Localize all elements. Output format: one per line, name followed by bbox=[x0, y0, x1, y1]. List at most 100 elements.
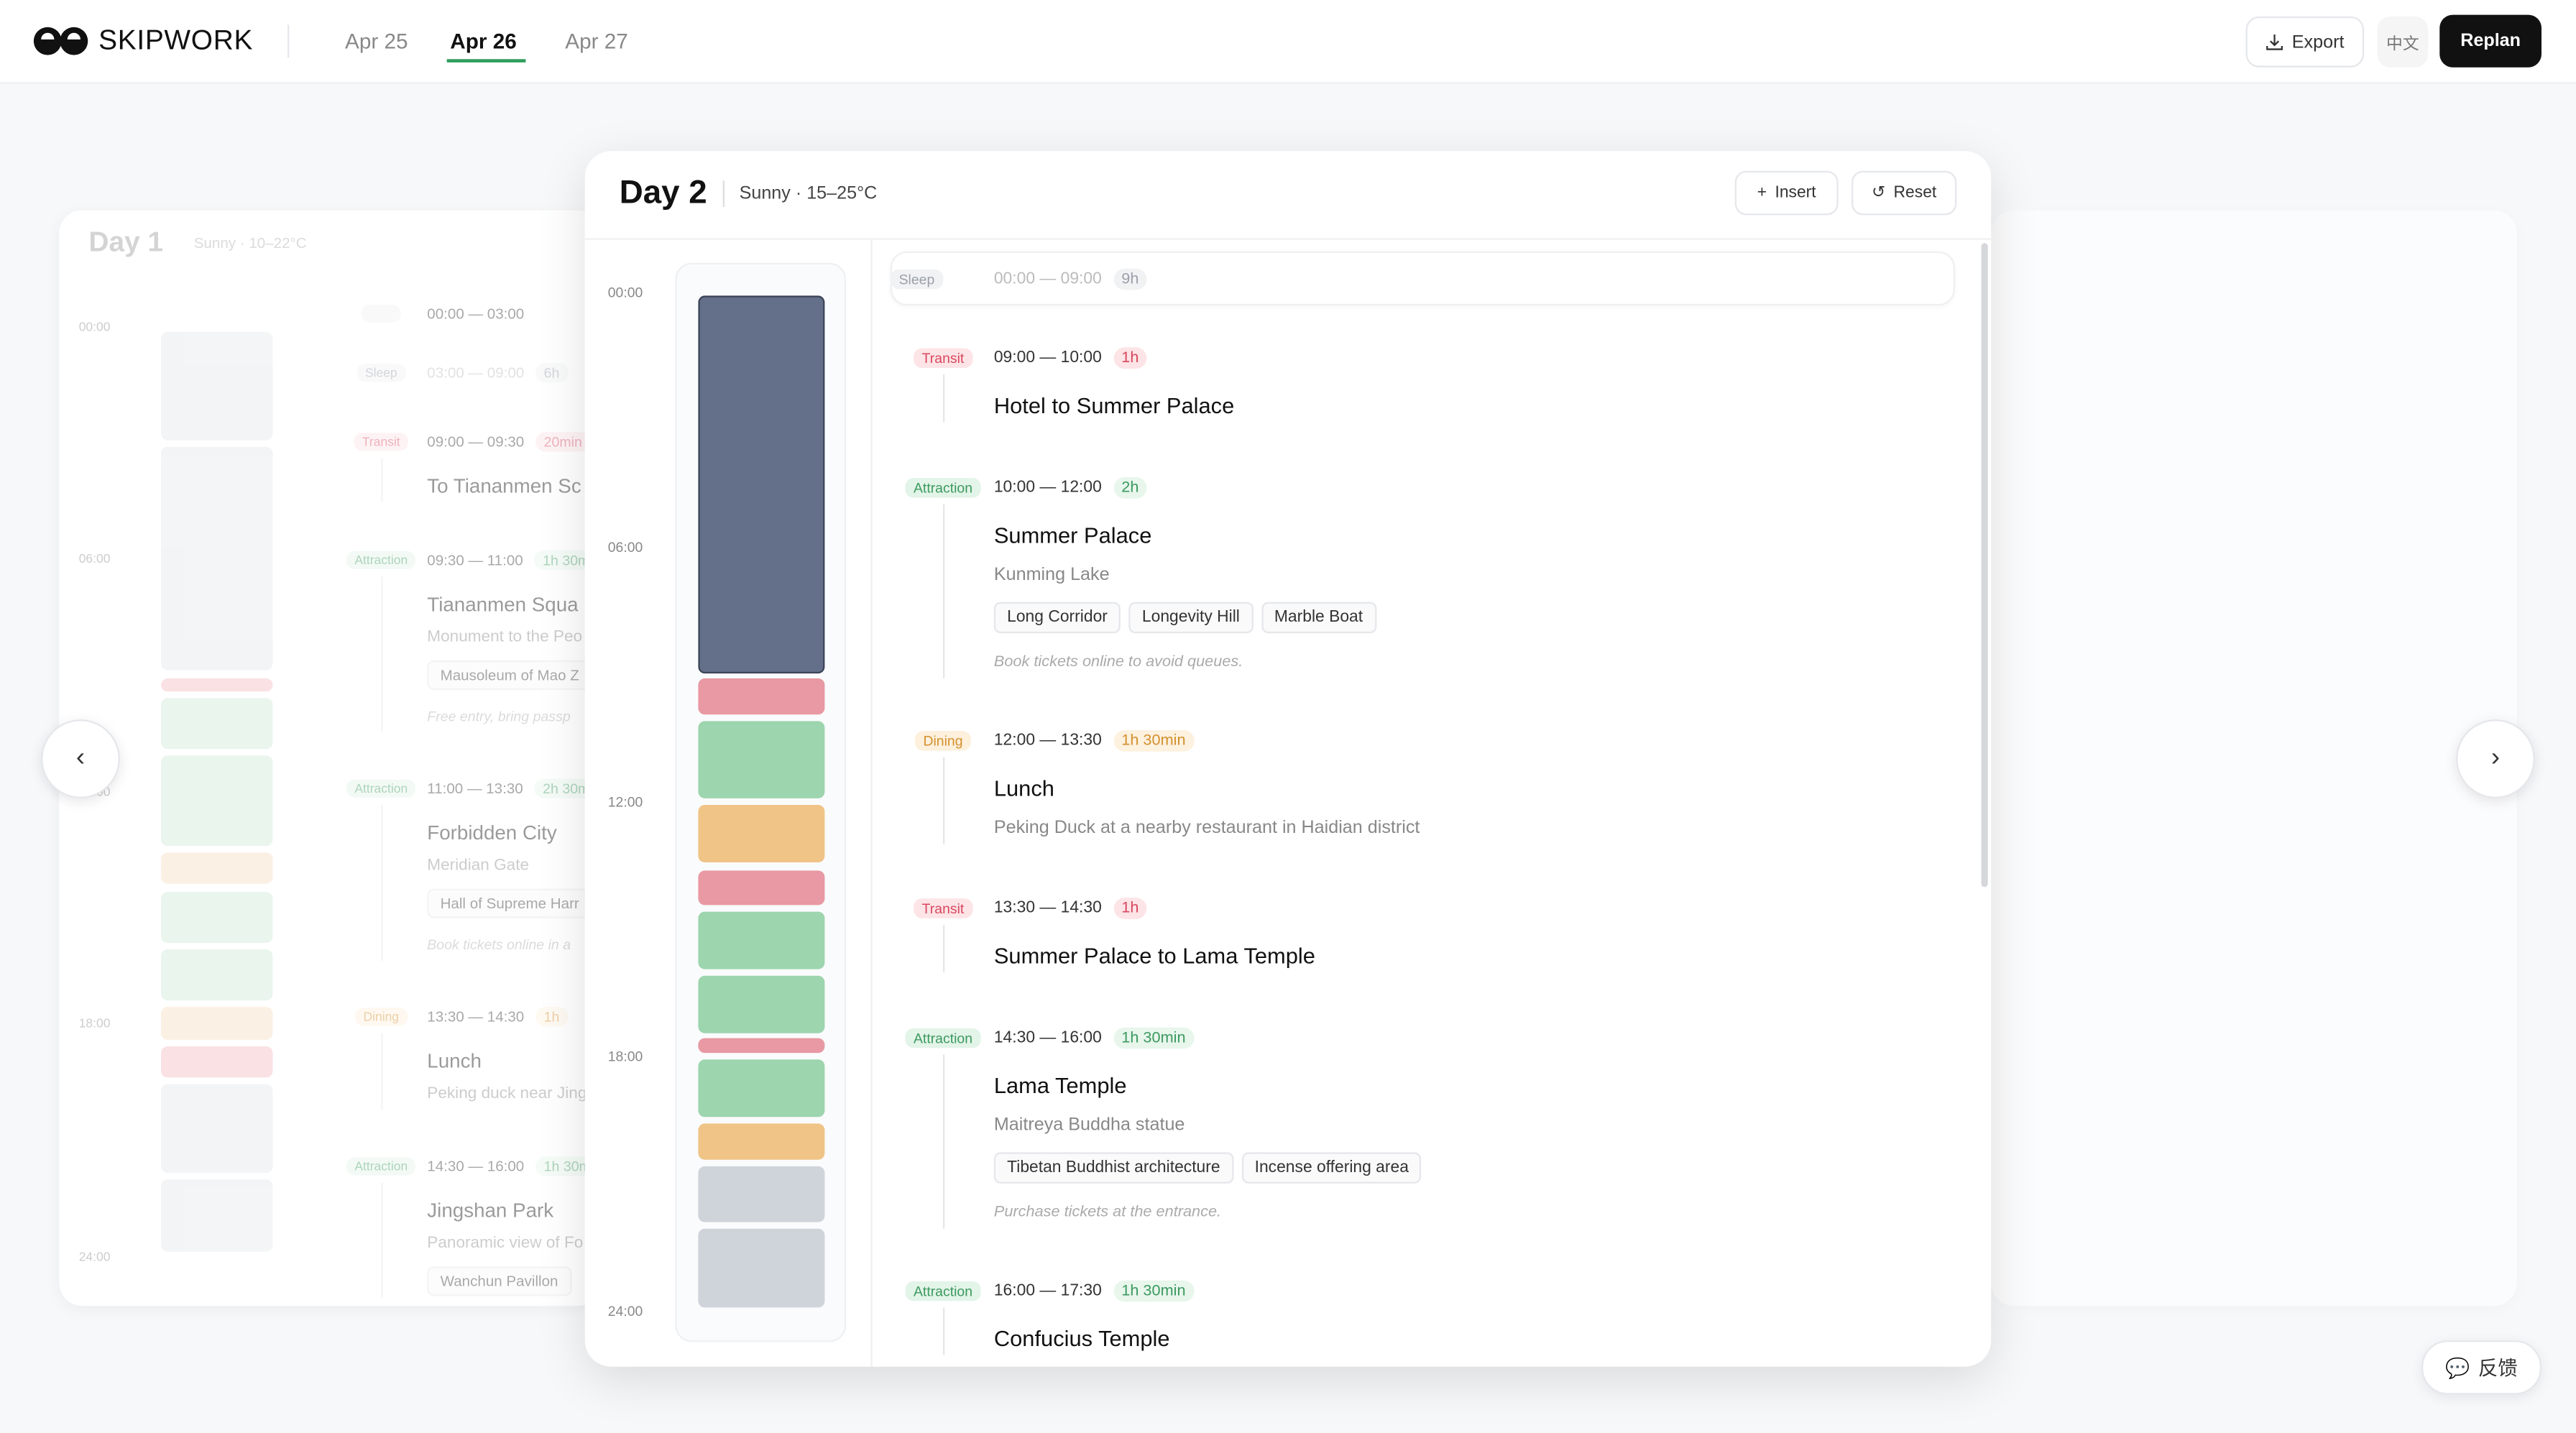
time-range: 13:30 — 14:30 bbox=[993, 899, 1102, 918]
time-axis-label: 24:00 bbox=[78, 1249, 111, 1264]
time-row: 00:00 — 03:00 bbox=[427, 305, 524, 322]
active-underline bbox=[446, 59, 526, 63]
divider bbox=[287, 24, 290, 57]
duration-pill: 1h bbox=[1113, 347, 1147, 369]
category-badge: Attraction bbox=[346, 1157, 416, 1176]
time-axis-label: 18:00 bbox=[607, 1048, 643, 1065]
tag: Longevity Hill bbox=[1128, 602, 1254, 634]
category-badge: Attraction bbox=[346, 550, 416, 569]
time-range: 00:00 — 03:00 bbox=[427, 305, 525, 322]
timeline-block bbox=[698, 1166, 825, 1222]
scrollbar[interactable] bbox=[1981, 243, 1988, 888]
timeline-block bbox=[160, 678, 273, 692]
timeline-block bbox=[698, 1038, 825, 1054]
tag-row: Hall of Supreme Harr bbox=[427, 888, 593, 918]
export-button[interactable]: Export bbox=[2245, 16, 2365, 68]
event-subtitle: Kunming Lake bbox=[993, 565, 1110, 585]
connector-line bbox=[381, 1033, 383, 1111]
date-tab[interactable]: Apr 25 bbox=[344, 28, 408, 54]
duration-pill: 1h bbox=[535, 1007, 568, 1027]
event-title: Lama Temple bbox=[993, 1073, 1127, 1098]
next-day-button[interactable]: › bbox=[2456, 719, 2535, 798]
category-badge: Attraction bbox=[905, 478, 981, 498]
event-subtitle: Monument to the Peo bbox=[427, 628, 583, 647]
brand: SKIPWORK bbox=[98, 24, 254, 56]
day-title: Day 1 bbox=[88, 226, 164, 258]
day2-card: Day 2 Sunny · 15–25°C + Insert ↺ Reset 00:… bbox=[584, 151, 1992, 1367]
category-badge: Transit bbox=[914, 898, 972, 918]
event-title: Tiananmen Squa bbox=[427, 593, 579, 617]
timeline-block bbox=[160, 1007, 273, 1040]
tag-row: Mausoleum of Mao Z bbox=[427, 660, 593, 690]
day-title: Day 2 bbox=[619, 175, 707, 211]
duration-pill: 9h bbox=[1113, 268, 1147, 290]
tag-row: Long Corridor Longevity Hill Marble Boat bbox=[993, 602, 1376, 634]
connector-line bbox=[381, 1182, 383, 1298]
timeline-block bbox=[698, 1059, 825, 1118]
timeline-block bbox=[698, 911, 825, 969]
timeline-block bbox=[698, 804, 825, 862]
tag: Hall of Supreme Harr bbox=[427, 888, 593, 918]
time-row: 13:30 — 14:30 1h bbox=[427, 1007, 568, 1027]
timeline-block bbox=[160, 755, 273, 847]
connector-line bbox=[942, 504, 945, 678]
time-range: 12:00 — 13:30 bbox=[993, 732, 1102, 750]
tag: Mausoleum of Mao Z bbox=[427, 660, 593, 690]
timeline-block bbox=[698, 1228, 825, 1308]
duration-pill: 6h bbox=[535, 363, 568, 383]
insert-button[interactable]: + Insert bbox=[1734, 170, 1839, 216]
category-badge: Attraction bbox=[346, 779, 416, 798]
prev-day-button[interactable]: ‹ bbox=[41, 719, 120, 798]
event-title: Lunch bbox=[427, 1049, 482, 1073]
time-range: 09:00 — 10:00 bbox=[993, 349, 1102, 367]
category-badge: Dining bbox=[355, 1008, 408, 1026]
event-note: Free entry, bring passp bbox=[427, 708, 571, 724]
timeline-block bbox=[698, 295, 825, 674]
event-note: Book tickets online to avoid queues. bbox=[993, 653, 1243, 671]
category-badge: Attraction bbox=[905, 1281, 981, 1301]
time-row: 09:30 — 11:00 1h 30m bbox=[427, 550, 598, 571]
time-axis-label: 00:00 bbox=[78, 319, 111, 335]
date-tab[interactable]: Apr 27 bbox=[565, 28, 628, 54]
timeline-block bbox=[160, 852, 273, 884]
duration-pill: 1h 30min bbox=[1113, 1280, 1195, 1302]
weather: Sunny · 10–22°C bbox=[193, 234, 307, 252]
time-range: 00:00 — 09:00 bbox=[993, 269, 1102, 289]
timeline-block bbox=[160, 1084, 273, 1173]
timeline-block bbox=[698, 721, 825, 798]
reset-button[interactable]: ↺ Reset bbox=[1851, 170, 1957, 216]
feedback-button[interactable]: 💬 反馈 bbox=[2421, 1340, 2542, 1395]
event-subtitle: Peking duck near Jing bbox=[427, 1084, 587, 1103]
date-tab[interactable]: Apr 26 bbox=[450, 28, 517, 54]
export-label: Export bbox=[2291, 32, 2345, 52]
language-button[interactable]: 中文 bbox=[2377, 16, 2429, 68]
event-title: Hotel to Summer Palace bbox=[993, 393, 1235, 418]
time-range: 13:30 — 14:30 bbox=[427, 1008, 525, 1026]
next-day-card bbox=[1991, 210, 2517, 1307]
duration-pill: 1h 30min bbox=[1113, 729, 1195, 752]
event-title: Summer Palace bbox=[993, 522, 1152, 548]
time-row: 14:30 — 16:00 1h 30min bbox=[994, 1027, 1195, 1049]
event-note: Book tickets online in a bbox=[427, 936, 571, 953]
time-axis-label: 06:00 bbox=[607, 538, 643, 556]
replan-button[interactable]: Replan bbox=[2439, 14, 2542, 68]
event-title: Confucius Temple bbox=[993, 1326, 1170, 1351]
event-title: Jingshan Park bbox=[427, 1199, 554, 1222]
category-badge: Transit bbox=[914, 348, 972, 368]
category-badge: Sleep bbox=[356, 364, 406, 382]
time-axis-label: 12:00 bbox=[607, 793, 643, 810]
timeline-block bbox=[160, 698, 273, 750]
event-subtitle: Peking Duck at a nearby restaurant in Ha… bbox=[993, 818, 1420, 838]
tag: Marble Boat bbox=[1261, 602, 1376, 634]
feedback-label: 反馈 bbox=[2478, 1356, 2518, 1380]
time-row: 09:00 — 10:00 1h bbox=[994, 347, 1147, 369]
chat-icon: 💬 bbox=[2445, 1355, 2470, 1379]
event-title: To Tiananmen Sc bbox=[427, 474, 581, 498]
time-range: 09:30 — 11:00 bbox=[427, 551, 523, 568]
timeline-block bbox=[698, 678, 825, 715]
connector-line bbox=[942, 1054, 945, 1229]
time-range: 03:00 — 09:00 bbox=[427, 364, 525, 382]
replan-label: Replan bbox=[2460, 31, 2521, 51]
time-row: 00:00 — 09:00 9h bbox=[993, 268, 1147, 290]
timeline-block bbox=[160, 331, 273, 441]
